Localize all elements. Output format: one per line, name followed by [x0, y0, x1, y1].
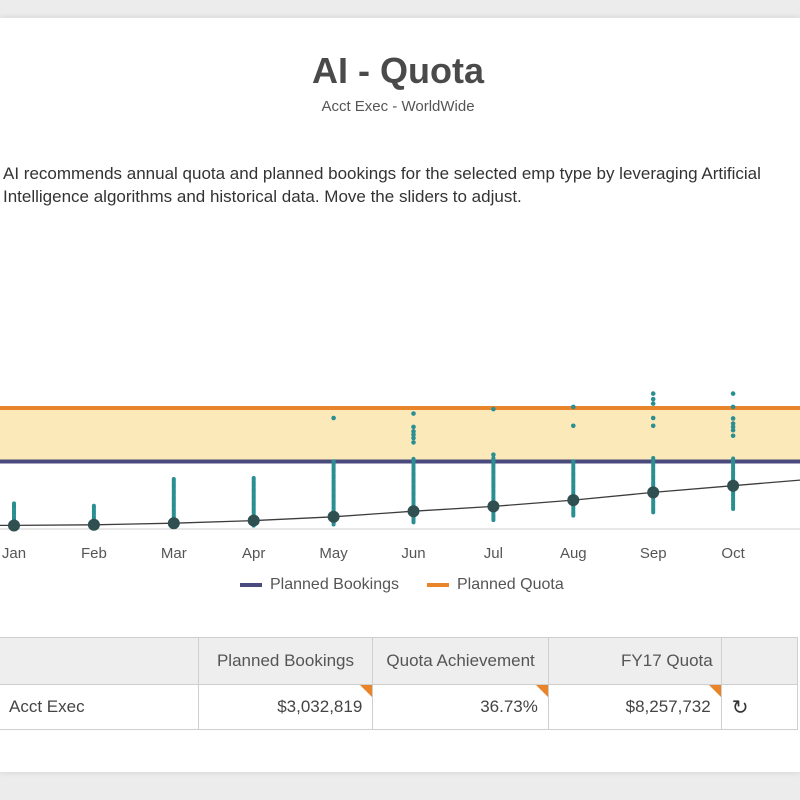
cell-emp-type: Acct Exec: [0, 684, 199, 730]
spread-dot-oct-5: [730, 427, 736, 433]
page-title: AI - Quota: [312, 50, 484, 91]
trend-point-may: [327, 510, 340, 523]
x-tick-apr: Apr: [242, 545, 265, 562]
spread-dot-jul-0: [491, 406, 496, 412]
x-tick-jun: Jun: [401, 545, 425, 562]
x-tick-jul: Jul: [484, 545, 503, 562]
spread-dot-jun-5: [411, 440, 416, 445]
table-header-row: Planned Bookings Quota Achievement FY17 …: [0, 637, 799, 685]
header-quota-achievement: Quota Achievement: [372, 637, 549, 685]
cell-quota-achievement[interactable]: 36.73%: [372, 684, 549, 730]
refresh-icon: ↻: [731, 696, 749, 719]
trend-point-jul: [487, 500, 500, 513]
spread-dot-sep-4: [650, 423, 656, 429]
summary-table: Planned Bookings Quota Achievement FY17 …: [0, 637, 799, 730]
chart-legend: Planned Bookings Planned Quota: [240, 573, 592, 597]
quota-band: [0, 408, 800, 462]
trend-point-mar: [167, 517, 180, 530]
table-row: Acct Exec $3,032,819 36.73% $8,257,732 ↻: [0, 684, 799, 730]
trend-point-jan: [8, 519, 20, 532]
trend-point-aug: [567, 494, 580, 507]
spread-dot-sep-1: [650, 396, 656, 402]
trend-point-sep: [647, 486, 660, 499]
cell-fy17-quota[interactable]: $8,257,732: [547, 684, 722, 730]
spread-dot-may-0: [331, 415, 336, 421]
legend-label-bookings: Planned Bookings: [270, 576, 399, 593]
x-tick-aug: Aug: [560, 545, 587, 562]
spread-dot-oct-3: [730, 421, 736, 426]
header-name: [0, 637, 199, 685]
spread-dot-oct-0: [730, 391, 736, 396]
spread-dot-oct-1: [730, 404, 736, 410]
refresh-button[interactable]: ↻: [720, 684, 799, 730]
x-tick-feb: Feb: [81, 545, 107, 562]
x-tick-sep: Sep: [640, 545, 667, 562]
quota-card: AI - Quota Acct Exec - WorldWide AI reco…: [0, 18, 800, 772]
trend-point-feb: [87, 518, 100, 531]
spread-dot-jun-2: [411, 429, 416, 434]
spread-dot-sep-2: [650, 401, 656, 406]
legend-swatch-bookings: [240, 583, 262, 587]
legend-label-quota: Planned Quota: [456, 576, 564, 593]
header-fy17-quota: FY17 Quota: [547, 637, 722, 685]
x-tick-mar: Mar: [161, 545, 187, 562]
header-actions: [720, 637, 799, 685]
spread-dot-sep-3: [650, 415, 656, 421]
spread-dot-oct-2: [730, 416, 736, 421]
spread-dot-aug-0: [571, 404, 576, 410]
spread-dot-aug-1: [571, 423, 576, 429]
spread-dot-jun-4: [411, 435, 416, 441]
spread-dot-jun-1: [411, 424, 416, 430]
x-tick-oct: Oct: [721, 545, 745, 562]
header-planned-bookings: Planned Bookings: [197, 637, 374, 685]
trend-point-oct: [727, 479, 740, 492]
legend-item-bookings[interactable]: Planned Bookings: [240, 576, 399, 594]
trend-point-jun: [407, 505, 420, 518]
spread-dot-sep-0: [650, 391, 656, 396]
page-subtitle: Acct Exec - WorldWide: [321, 98, 475, 115]
trend-point-apr: [247, 514, 260, 527]
bookings-trend-line: [0, 479, 800, 527]
spread-dot-oct-4: [730, 424, 736, 430]
cell-planned-bookings[interactable]: $3,032,819: [197, 684, 374, 730]
legend-item-quota[interactable]: Planned Quota: [426, 576, 564, 594]
spread-dot-jun-0: [411, 411, 416, 416]
x-tick-may: May: [319, 545, 348, 562]
spread-dot-oct-6: [730, 433, 736, 439]
legend-swatch-quota: [426, 583, 449, 587]
spread-dot-jun-3: [411, 432, 416, 437]
spread-dot-jul-1: [491, 452, 496, 457]
quota-chart[interactable]: Jan Feb Mar Apr May Jun Jul Aug Sep Oct: [0, 290, 800, 580]
description-text: AI recommends annual quota and planned b…: [3, 164, 761, 206]
x-tick-jan: Jan: [2, 545, 26, 562]
